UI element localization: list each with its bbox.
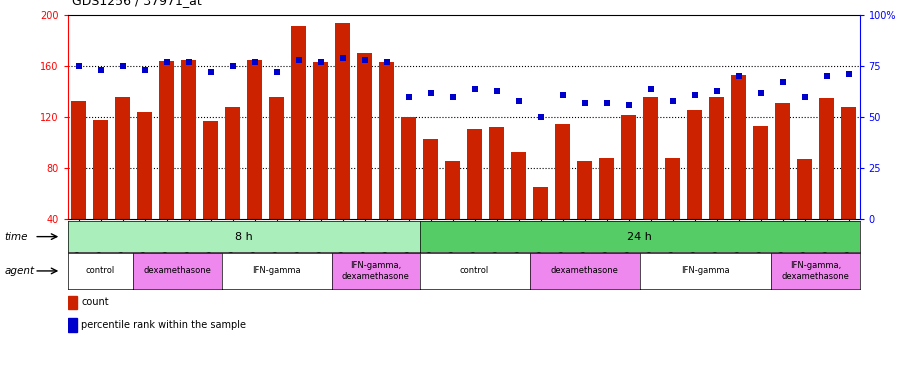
Point (379, 59, 393, 65)
Bar (665, 158, 680, 219)
Bar (379, 62, 394, 219)
Point (732, 74, 746, 80)
Point (401, 94, 416, 100)
Bar (71, 100, 86, 219)
Text: dexamethasone: dexamethasone (551, 266, 618, 275)
Bar (247, 60, 262, 219)
Bar (313, 62, 328, 219)
Bar (181, 60, 196, 219)
Point (313, 59, 328, 65)
Point (269, 69, 284, 75)
Text: time: time (4, 232, 28, 242)
Bar (68, 318, 77, 332)
Point (115, 63, 130, 69)
Bar (93, 120, 108, 219)
Point (577, 100, 591, 106)
Point (225, 63, 239, 69)
Point (644, 86, 658, 92)
Text: control: control (460, 266, 489, 275)
Bar (577, 160, 592, 219)
Bar (598, 158, 614, 219)
Bar (621, 115, 636, 219)
Point (709, 88, 724, 94)
Point (423, 90, 437, 96)
Bar (775, 103, 790, 219)
Point (775, 80, 789, 86)
Bar (752, 126, 769, 219)
Bar (400, 117, 416, 219)
Point (688, 92, 702, 98)
Bar (643, 97, 658, 219)
Point (292, 57, 306, 63)
Text: 8 h: 8 h (235, 232, 252, 242)
Bar (335, 22, 350, 219)
Point (842, 71, 856, 77)
Bar (489, 128, 504, 219)
Bar (796, 159, 812, 219)
Point (357, 57, 372, 63)
Text: GDS1256 / 37971_at: GDS1256 / 37971_at (72, 0, 202, 8)
Point (159, 59, 174, 65)
Text: 24 h: 24 h (627, 232, 652, 242)
Point (511, 98, 526, 104)
Bar (225, 107, 240, 219)
Bar (269, 97, 284, 219)
Bar (841, 107, 856, 219)
Point (599, 100, 614, 106)
Point (621, 102, 635, 108)
Point (819, 74, 833, 80)
Point (467, 86, 482, 92)
Point (753, 90, 768, 96)
Point (138, 67, 152, 73)
Point (555, 92, 570, 98)
Bar (511, 152, 526, 219)
Text: IFN-gamma,
dexamethasone: IFN-gamma, dexamethasone (342, 261, 410, 280)
Text: IFN-gamma: IFN-gamma (681, 266, 730, 275)
Text: dexamethasone: dexamethasone (144, 266, 212, 275)
Point (181, 59, 195, 65)
Bar (731, 75, 746, 219)
Bar (445, 160, 460, 219)
Text: IFN-gamma,
dexamethasone: IFN-gamma, dexamethasone (781, 261, 850, 280)
Bar (202, 121, 218, 219)
Bar (533, 188, 548, 219)
Bar (68, 296, 77, 309)
Text: percentile rank within the sample: percentile rank within the sample (81, 320, 246, 330)
Text: count: count (81, 297, 109, 307)
Bar (687, 110, 702, 219)
Point (534, 114, 548, 120)
Text: control: control (86, 266, 115, 275)
Bar (291, 27, 306, 219)
Text: IFN-gamma: IFN-gamma (252, 266, 301, 275)
Point (336, 55, 350, 61)
Bar (356, 53, 373, 219)
Point (665, 98, 680, 104)
Bar (115, 97, 130, 219)
Bar (819, 98, 834, 219)
Bar (709, 97, 725, 219)
Point (797, 94, 812, 100)
Text: agent: agent (4, 266, 34, 276)
Point (446, 94, 460, 100)
Bar (467, 129, 482, 219)
Point (248, 59, 262, 65)
Point (71, 63, 86, 69)
Bar (137, 112, 152, 219)
Point (203, 69, 218, 75)
Bar (158, 61, 175, 219)
Point (94, 67, 108, 73)
Bar (554, 124, 571, 219)
Point (490, 88, 504, 94)
Bar (423, 139, 438, 219)
